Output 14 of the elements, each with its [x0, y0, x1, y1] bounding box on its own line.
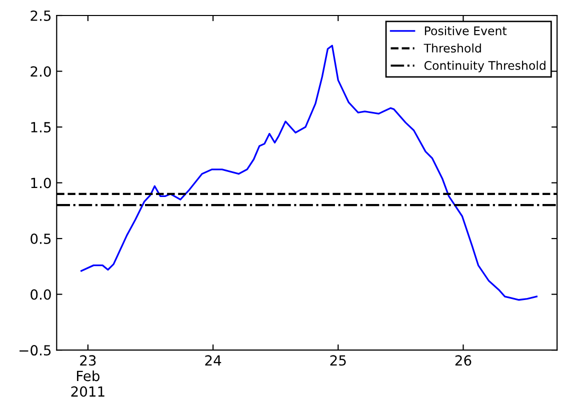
- y-tick-label: 0.5: [30, 234, 51, 244]
- legend-label: Positive Event: [424, 26, 507, 36]
- x-tick-label: 24: [205, 355, 222, 366]
- legend-label: Threshold: [424, 43, 481, 53]
- y-tick-label: 0.0: [30, 289, 51, 300]
- y-tick-label: 2.0: [30, 66, 51, 77]
- y-tick-label: 1.5: [31, 122, 51, 132]
- y-tick-label: 2.5: [30, 10, 51, 21]
- x-tick-label: 23 Feb 2011: [71, 355, 104, 397]
- legend-label: Continuity Threshold: [424, 60, 546, 72]
- x-tick-label: 25: [330, 355, 346, 366]
- y-tick-label: −0.5: [20, 345, 51, 356]
- y-tick-label: 1.0: [31, 178, 51, 188]
- x-tick-label: 26: [455, 355, 472, 366]
